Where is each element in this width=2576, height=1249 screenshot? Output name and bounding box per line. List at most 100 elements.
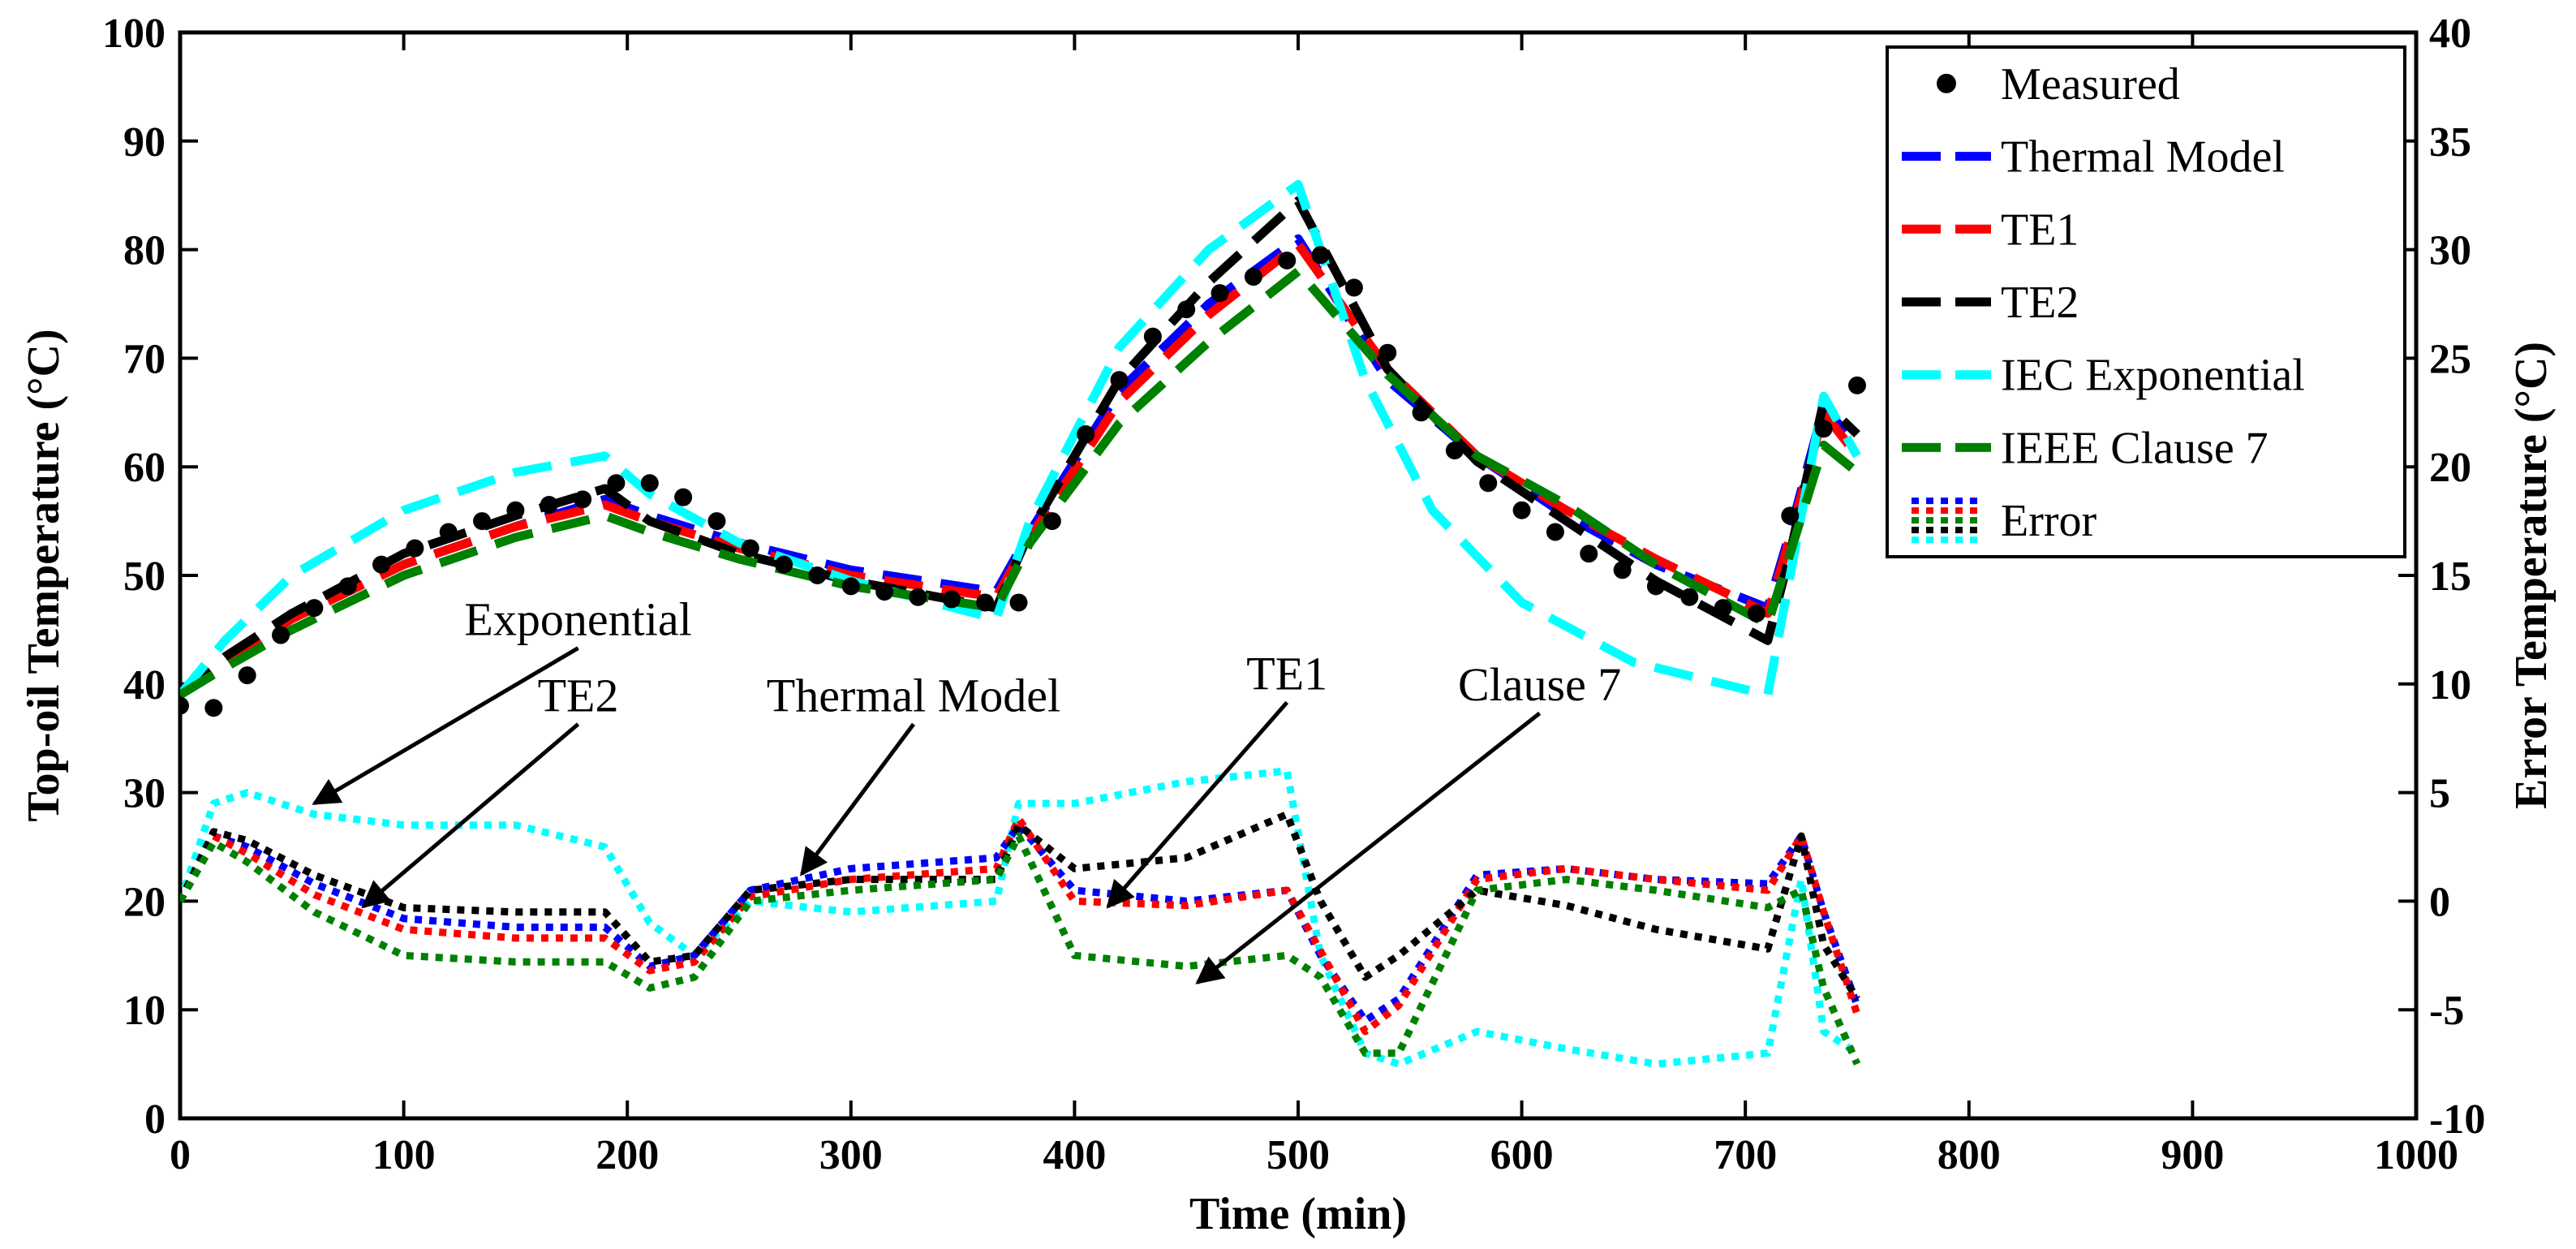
measured-point xyxy=(1781,506,1800,525)
x-axis-label: Time (min) xyxy=(1189,1189,1407,1239)
annotation-arrow xyxy=(800,722,915,876)
series-line-error-te1 xyxy=(180,815,1861,1036)
measured-point xyxy=(1479,474,1498,493)
y2-tick-label: -10 xyxy=(2429,1096,2485,1143)
measured-point xyxy=(1613,561,1632,579)
measured-point xyxy=(808,566,827,584)
annotation-arrow xyxy=(1195,711,1542,984)
legend-label: Thermal Model xyxy=(2001,132,2285,183)
measured-point xyxy=(1546,523,1564,541)
measured-point xyxy=(204,699,223,717)
y-tick-label: 20 xyxy=(123,879,166,925)
x-tick-label: 900 xyxy=(2161,1132,2224,1178)
annotation-arrow xyxy=(1106,700,1289,909)
measured-point xyxy=(741,539,759,558)
y2-tick-label: 20 xyxy=(2429,445,2471,491)
y-tick-label: 80 xyxy=(123,228,166,274)
measured-point xyxy=(1043,512,1061,531)
y-tick-label: 0 xyxy=(144,1096,166,1143)
measured-point xyxy=(238,666,256,685)
measured-point xyxy=(506,501,525,519)
measured-point xyxy=(1244,268,1262,286)
annotation-label: Exponential xyxy=(464,593,691,646)
legend-label: Error xyxy=(2001,496,2097,546)
measured-point xyxy=(1646,577,1665,596)
measured-point xyxy=(1009,593,1028,612)
legend-marker xyxy=(1937,73,1956,93)
measured-point xyxy=(1747,604,1765,622)
series-line-te2 xyxy=(180,196,1860,699)
measured-point xyxy=(439,523,458,541)
legend-label: TE1 xyxy=(2001,205,2079,255)
measured-point xyxy=(473,512,492,531)
y2-tick-label: 25 xyxy=(2429,336,2471,382)
x-tick-label: 800 xyxy=(1937,1132,2001,1178)
series-group xyxy=(180,179,1866,1068)
measured-point xyxy=(875,583,894,601)
measured-point xyxy=(1412,403,1430,422)
measured-point xyxy=(1814,420,1833,438)
y2-tick-label: 0 xyxy=(2429,879,2450,925)
annotation-label: Clause 7 xyxy=(1458,658,1621,711)
y-tick-label: 50 xyxy=(123,553,166,600)
measured-point xyxy=(841,577,860,596)
y-tick-label: 40 xyxy=(123,662,166,708)
y2-tick-label: 35 xyxy=(2429,119,2471,166)
y2-axis-label: Error Temperature (°C) xyxy=(2506,342,2557,809)
y-tick-label: 90 xyxy=(123,119,166,166)
measured-point xyxy=(909,588,927,606)
measured-point xyxy=(372,555,391,574)
annotation-arrow xyxy=(361,722,580,909)
legend-label: TE2 xyxy=(2001,278,2079,328)
measured-point xyxy=(406,539,424,558)
y-axis-label: Top-oil Temperature (°C) xyxy=(19,329,69,821)
measured-point xyxy=(1580,545,1598,563)
measured-point xyxy=(707,512,726,531)
x-tick-label: 1000 xyxy=(2374,1132,2458,1178)
x-tick-label: 0 xyxy=(170,1132,191,1178)
annotation-label: TE1 xyxy=(1246,647,1327,700)
series-line-error-ieee-clause-7 xyxy=(180,832,1861,1066)
y-tick-label: 10 xyxy=(123,988,166,1034)
x-tick-label: 600 xyxy=(1490,1132,1554,1178)
x-tick-label: 100 xyxy=(372,1132,436,1178)
series-line-error-iec-exponential xyxy=(180,767,1860,1068)
x-tick-label: 200 xyxy=(596,1132,659,1178)
measured-point xyxy=(942,590,961,609)
measured-point xyxy=(1110,371,1129,390)
measured-point xyxy=(1445,441,1464,460)
measured-point xyxy=(607,474,626,493)
measured-point xyxy=(1512,501,1531,519)
measured-point xyxy=(1211,284,1229,303)
measured-point xyxy=(305,599,324,618)
series-line-ieee-clause-7 xyxy=(180,266,1860,699)
measured-point xyxy=(1143,327,1162,346)
measured-point xyxy=(1177,300,1196,319)
measured-point xyxy=(272,626,290,644)
measured-point xyxy=(674,488,693,506)
series-line-te1 xyxy=(180,239,1861,699)
y2-tick-label: 30 xyxy=(2429,228,2471,274)
annotation-label: TE2 xyxy=(538,669,619,721)
legend-label: IEC Exponential xyxy=(2001,351,2305,401)
x-tick-label: 700 xyxy=(1714,1132,1777,1178)
y2-tick-label: 10 xyxy=(2429,662,2471,708)
measured-point xyxy=(180,696,189,715)
x-tick-label: 300 xyxy=(819,1132,883,1178)
measured-point xyxy=(1344,278,1363,297)
x-tick-label: 400 xyxy=(1043,1132,1106,1178)
measured-point xyxy=(1311,246,1330,265)
series-line-error-te2 xyxy=(180,810,1860,1001)
measured-point xyxy=(338,577,357,596)
y2-tick-label: -5 xyxy=(2429,988,2464,1034)
y-tick-label: 70 xyxy=(123,336,166,382)
measured-point xyxy=(1680,588,1699,606)
y-tick-label: 60 xyxy=(123,445,166,491)
measured-point xyxy=(1848,376,1866,394)
measured-point xyxy=(775,555,793,574)
measured-point xyxy=(1378,343,1397,362)
legend-label: Measured xyxy=(2001,59,2180,110)
measured-point xyxy=(540,496,558,515)
